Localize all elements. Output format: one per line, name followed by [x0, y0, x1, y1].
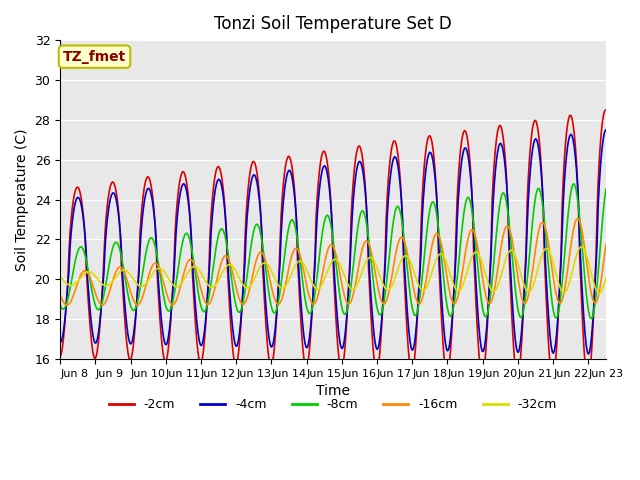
-8cm — [56, 302, 64, 308]
-32cm — [602, 275, 610, 280]
Text: TZ_fmet: TZ_fmet — [63, 49, 126, 64]
-2cm — [56, 354, 64, 360]
-8cm — [351, 243, 359, 249]
-4cm — [584, 351, 592, 357]
-4cm — [56, 339, 64, 345]
Line: -16cm: -16cm — [60, 218, 606, 305]
-4cm — [602, 127, 610, 132]
-4cm — [319, 166, 326, 172]
-8cm — [504, 206, 511, 212]
X-axis label: Time: Time — [316, 384, 350, 398]
-16cm — [320, 264, 328, 270]
-32cm — [319, 280, 326, 286]
-16cm — [353, 276, 360, 281]
-2cm — [316, 169, 323, 175]
-16cm — [56, 292, 64, 298]
-2cm — [584, 378, 592, 384]
-4cm — [316, 187, 323, 193]
Title: Tonzi Soil Temperature Set D: Tonzi Soil Temperature Set D — [214, 15, 452, 33]
-4cm — [504, 194, 511, 200]
-8cm — [319, 228, 326, 234]
-4cm — [590, 302, 598, 308]
Y-axis label: Soil Temperature (C): Soil Temperature (C) — [15, 128, 29, 271]
-32cm — [504, 252, 511, 257]
-16cm — [317, 282, 324, 288]
-32cm — [381, 285, 389, 291]
-8cm — [602, 186, 610, 192]
Line: -8cm: -8cm — [60, 184, 606, 319]
-8cm — [316, 254, 323, 260]
-16cm — [63, 302, 70, 308]
-32cm — [578, 244, 586, 250]
Line: -2cm: -2cm — [60, 110, 606, 381]
-8cm — [570, 181, 578, 187]
-16cm — [505, 224, 513, 230]
-4cm — [351, 175, 359, 181]
Line: -32cm: -32cm — [60, 247, 606, 293]
-2cm — [381, 259, 389, 264]
-8cm — [381, 292, 389, 298]
-32cm — [590, 281, 598, 287]
-32cm — [316, 285, 323, 291]
-16cm — [382, 299, 390, 304]
-16cm — [573, 216, 581, 221]
Line: -4cm: -4cm — [60, 130, 606, 354]
-8cm — [588, 316, 595, 322]
Legend: -2cm, -4cm, -8cm, -16cm, -32cm: -2cm, -4cm, -8cm, -16cm, -32cm — [104, 394, 562, 417]
-2cm — [504, 194, 511, 200]
-8cm — [591, 301, 599, 307]
-32cm — [351, 285, 359, 290]
-4cm — [381, 266, 389, 272]
-2cm — [351, 157, 359, 163]
-2cm — [590, 306, 598, 312]
-16cm — [602, 242, 610, 248]
-32cm — [595, 290, 603, 296]
-2cm — [602, 107, 610, 113]
-16cm — [591, 300, 599, 306]
-32cm — [56, 274, 64, 280]
-2cm — [319, 150, 326, 156]
